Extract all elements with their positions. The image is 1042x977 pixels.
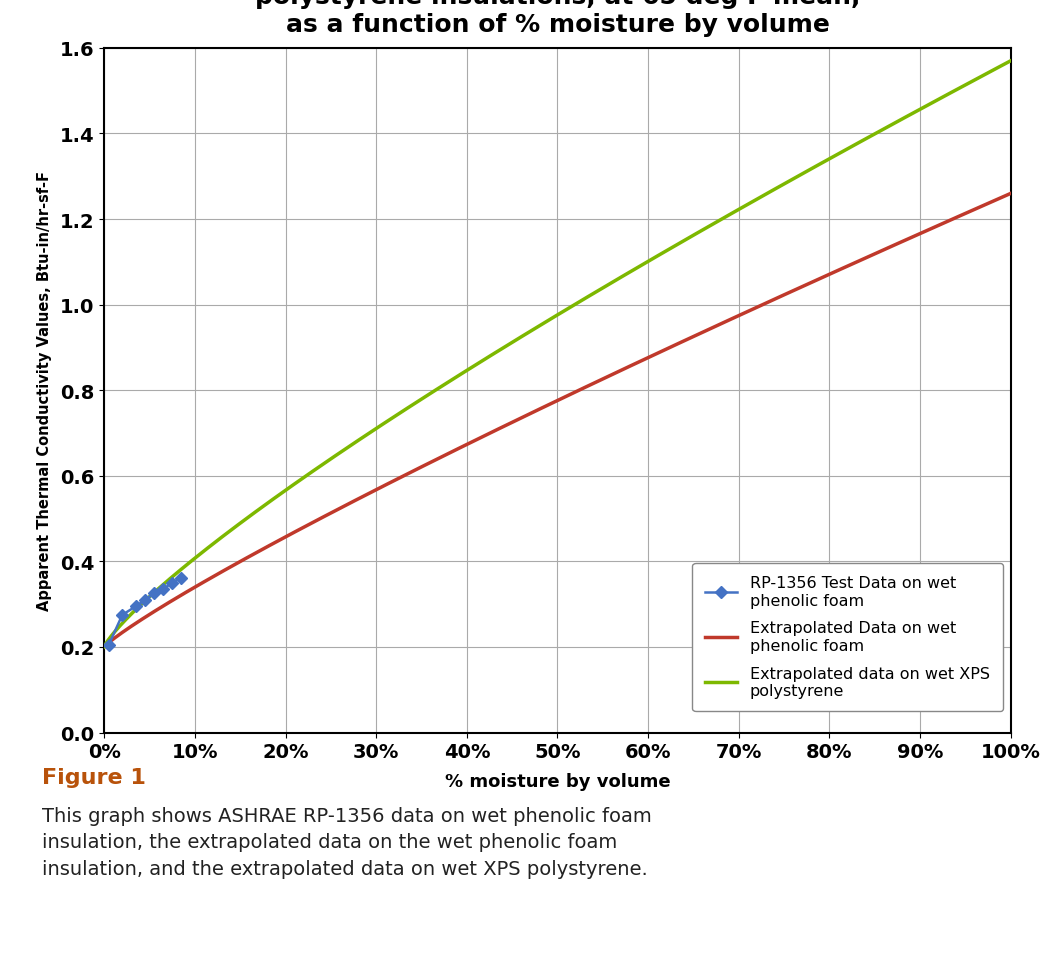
X-axis label: % moisture by volume: % moisture by volume <box>445 773 670 790</box>
Legend: RP-1356 Test Data on wet
phenolic foam, Extrapolated Data on wet
phenolic foam, : RP-1356 Test Data on wet phenolic foam, … <box>693 563 1002 711</box>
Title: Measured and predicted values for thermal
conductivity of phenolic foam and XPS
: Measured and predicted values for therma… <box>250 0 865 37</box>
Text: Figure 1: Figure 1 <box>42 767 146 786</box>
Text: This graph shows ASHRAE RP-1356 data on wet phenolic foam
insulation, the extrap: This graph shows ASHRAE RP-1356 data on … <box>42 806 651 878</box>
Y-axis label: Apparent Thermal Conductivity Values, Btu-in/hr-sf-F: Apparent Thermal Conductivity Values, Bt… <box>36 171 51 611</box>
